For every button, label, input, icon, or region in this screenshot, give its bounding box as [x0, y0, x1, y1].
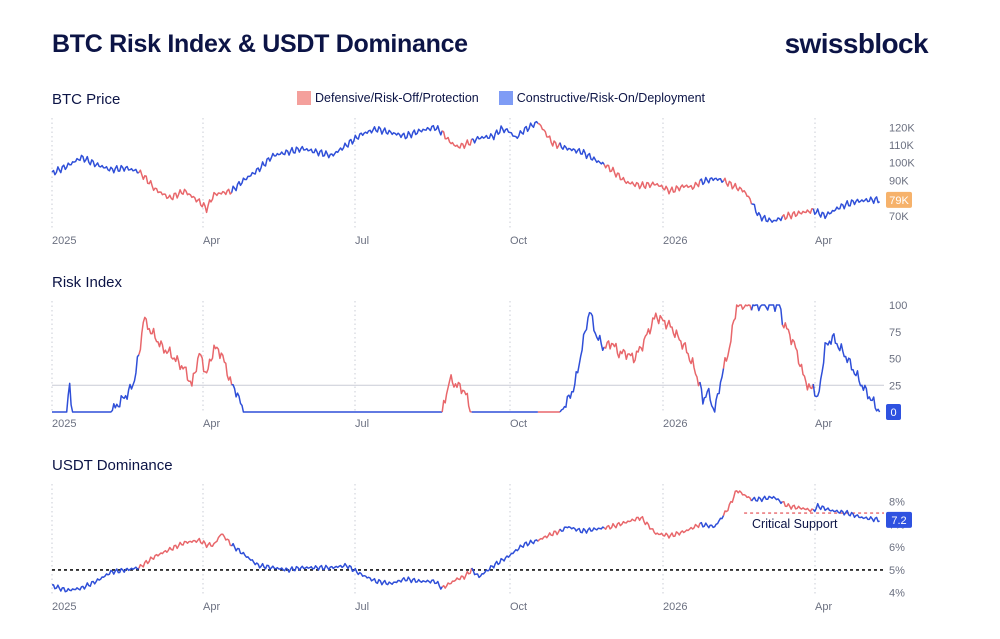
- series-segment: [441, 130, 473, 150]
- series-segment: [441, 374, 472, 413]
- series-segment: [812, 502, 880, 523]
- current-value-badge: [886, 404, 901, 420]
- series-risk-index: [52, 304, 881, 413]
- x-tick-label: Jul: [355, 418, 369, 430]
- x-tick-label: Oct: [510, 235, 527, 247]
- x-tick-label: Apr: [203, 601, 220, 613]
- x-tick-label: Apr: [815, 235, 832, 247]
- series-segment: [812, 333, 881, 413]
- brand-logo: swissblock: [784, 28, 929, 59]
- x-tick-label: 2026: [663, 418, 687, 430]
- y-tick-label: 25: [889, 380, 901, 392]
- series-segment: [52, 566, 140, 593]
- current-value-label: 0: [890, 407, 896, 419]
- current-value-label: 7.2: [891, 515, 906, 527]
- y-tick-label: 5%: [889, 565, 905, 577]
- series-usdt-dominance: [52, 490, 880, 593]
- series-segment: [699, 368, 725, 413]
- x-tick-label: 2025: [52, 418, 76, 430]
- current-value-label: 79K: [889, 195, 909, 207]
- series-segment: [471, 120, 539, 144]
- x-tick-label: Apr: [203, 235, 220, 247]
- series-segment: [537, 528, 561, 542]
- series-segment: [722, 304, 753, 369]
- legend-swatch-constructive: [498, 91, 513, 105]
- series-segment: [559, 142, 605, 165]
- legend: Defensive/Risk-Off/Protection Constructi…: [297, 91, 705, 105]
- series-segment: [750, 304, 784, 325]
- panel-title-usdt-dominance: USDT Dominance: [52, 457, 173, 474]
- series-segment: [782, 500, 814, 513]
- series-segment: [138, 316, 233, 387]
- series-btc-price: [51, 120, 880, 223]
- series-segment: [603, 312, 701, 387]
- y-tick-label: 4%: [889, 588, 905, 600]
- y-tick-label: 8%: [889, 497, 905, 509]
- y-tick-label: 70K: [889, 211, 909, 223]
- legend-label-defensive: Defensive/Risk-Off/Protection: [315, 91, 479, 105]
- page-title: BTC Risk Index & USDT Dominance: [52, 30, 468, 58]
- x-tick-label: 2026: [663, 235, 687, 247]
- series-segment: [138, 169, 233, 214]
- series-segment: [781, 322, 815, 391]
- y-tick-label: 50: [889, 354, 901, 366]
- series-segment: [471, 539, 539, 579]
- y-tick-label: 100K: [889, 158, 915, 170]
- series-segment: [603, 164, 701, 195]
- series-segment: [781, 207, 814, 221]
- legend-item-constructive[interactable]: Constructive/Risk-On/Deployment: [498, 91, 705, 105]
- x-tick-label: 2025: [52, 235, 76, 247]
- series-segment: [812, 196, 880, 220]
- x-tick-label: Apr: [815, 418, 832, 430]
- series-segment: [603, 515, 701, 539]
- series-segment: [537, 122, 561, 150]
- x-tick-label: Jul: [355, 601, 369, 613]
- legend-label-constructive: Constructive/Risk-On/Deployment: [516, 91, 705, 105]
- current-value-badge: [886, 191, 912, 208]
- y-tick-label: 6%: [889, 542, 905, 554]
- series-segment: [138, 533, 233, 569]
- series-segment: [52, 354, 140, 413]
- series-segment: [230, 124, 443, 193]
- y-tick-label: 100: [889, 300, 907, 312]
- x-tick-label: Apr: [203, 418, 220, 430]
- x-tick-label: 2025: [52, 601, 76, 613]
- series-segment: [750, 495, 783, 505]
- y-tick-label: 90K: [889, 175, 909, 187]
- series-segment: [722, 177, 753, 205]
- y-tick-label: 110K: [889, 140, 915, 152]
- panel-title-risk-index: Risk Index: [52, 274, 123, 291]
- series-segment: [559, 526, 605, 534]
- x-tick-label: Oct: [510, 601, 527, 613]
- series-segment: [751, 203, 784, 223]
- legend-item-defensive[interactable]: Defensive/Risk-Off/Protection: [297, 91, 479, 105]
- x-tick-label: Apr: [815, 601, 832, 613]
- x-tick-label: 2026: [663, 601, 687, 613]
- series-segment: [699, 515, 725, 529]
- y-tick-label: 120K: [889, 122, 915, 134]
- series-segment: [231, 384, 443, 413]
- y-tick-label: 75: [889, 327, 901, 339]
- current-value-badge: [886, 511, 912, 528]
- series-segment: [722, 490, 753, 516]
- x-tick-label: Oct: [510, 418, 527, 430]
- legend-swatch-defensive: [297, 91, 311, 105]
- x-tick-label: Jul: [355, 235, 369, 247]
- series-segment: [441, 567, 473, 589]
- panel-title-btc-price: BTC Price: [52, 91, 121, 108]
- support-label: Critical Support: [752, 517, 838, 531]
- series-segment: [51, 154, 139, 176]
- series-segment: [699, 176, 725, 186]
- series-segment: [231, 542, 443, 590]
- series-segment: [559, 311, 605, 413]
